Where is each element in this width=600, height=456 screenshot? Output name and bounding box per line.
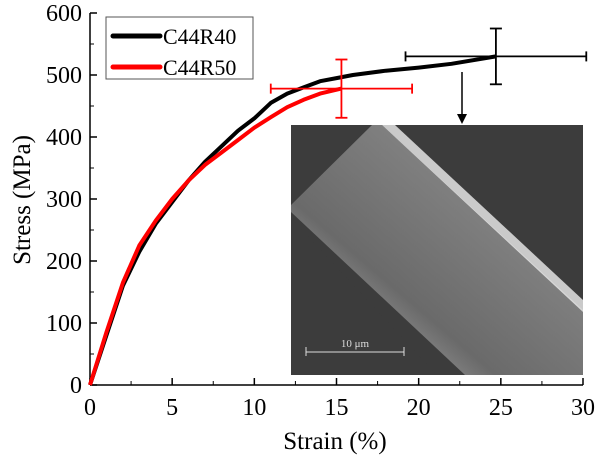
sem-inset-image: 10 μm bbox=[291, 125, 583, 375]
y-axis-label: Stress (MPa) bbox=[9, 135, 36, 265]
x-tick-label: 30 bbox=[571, 395, 595, 421]
y-tick-label: 0 bbox=[70, 373, 82, 399]
series-line-c44r50 bbox=[88, 86, 342, 386]
y-tick-label: 600 bbox=[46, 1, 82, 27]
series-line-c44r40 bbox=[88, 54, 497, 386]
x-axis-label: Strain (%) bbox=[283, 428, 386, 455]
y-tick-label: 400 bbox=[46, 125, 82, 151]
x-tick-label: 15 bbox=[325, 395, 349, 421]
y-tick-label: 200 bbox=[46, 249, 82, 275]
y-tick-label: 300 bbox=[46, 187, 82, 213]
legend-label-c44r50: C44R50 bbox=[163, 55, 236, 80]
x-tick-label: 0 bbox=[84, 395, 96, 421]
y-tick-label: 100 bbox=[46, 311, 82, 337]
legend: C44R40 C44R50 bbox=[105, 16, 254, 80]
x-tick-label: 25 bbox=[489, 395, 513, 421]
legend-label-c44r40: C44R40 bbox=[163, 24, 236, 49]
scale-bar-label: 10 μm bbox=[341, 338, 370, 350]
x-tick-label: 5 bbox=[166, 395, 178, 421]
error-bar-c44r40 bbox=[404, 27, 588, 86]
y-tick-label: 500 bbox=[46, 63, 82, 89]
error-bar-c44r50 bbox=[269, 58, 413, 119]
fiber bbox=[291, 125, 583, 375]
inset-pointer-arrow bbox=[457, 72, 467, 124]
x-tick-label: 10 bbox=[242, 395, 266, 421]
x-tick-label: 20 bbox=[407, 395, 431, 421]
